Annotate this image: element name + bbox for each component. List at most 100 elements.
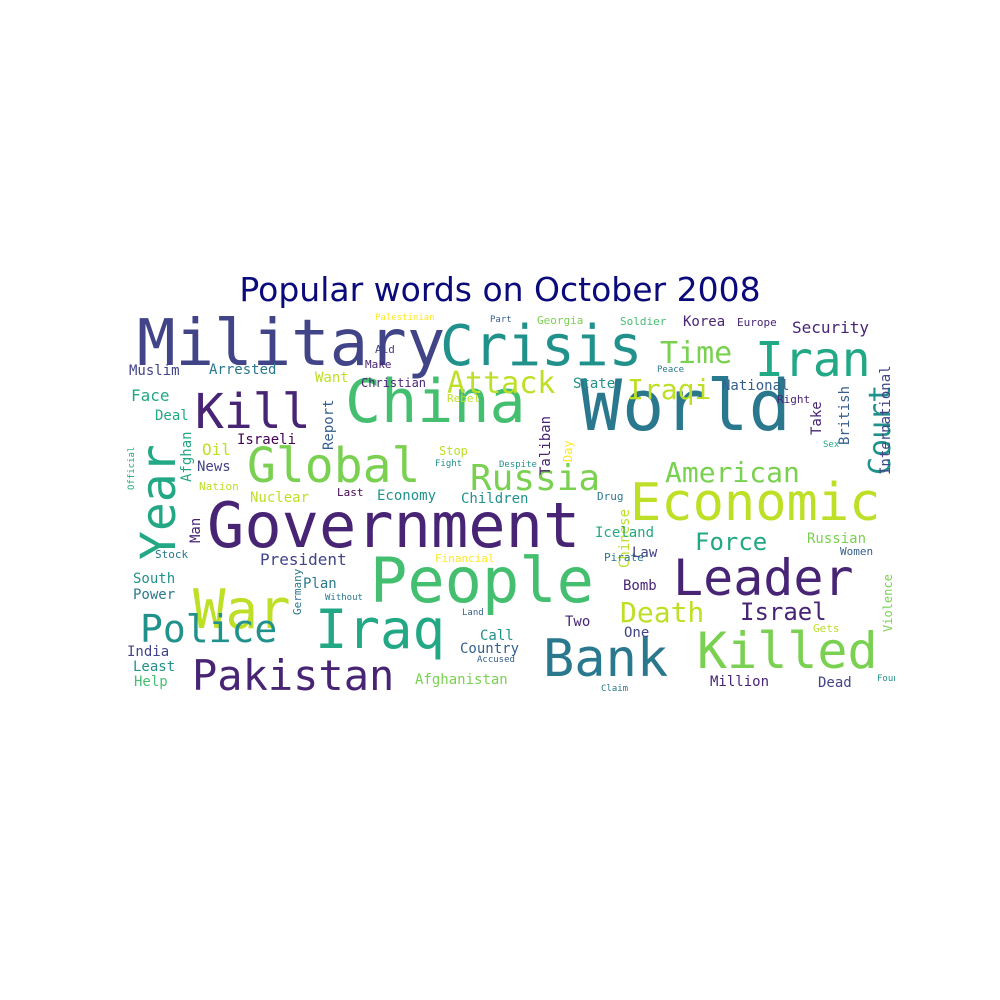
word-last: Last — [337, 486, 364, 499]
word-soldier: Soldier — [620, 315, 667, 328]
word-day: Day — [561, 440, 575, 462]
word-muslim: Muslim — [129, 363, 180, 379]
word-death: Death — [620, 596, 704, 629]
word-sex: Sex — [823, 440, 840, 450]
word-people: People — [370, 544, 594, 617]
word-russian: Russian — [807, 531, 866, 547]
word-violence: Violence — [881, 574, 895, 632]
word-israel: Israel — [740, 598, 827, 626]
word-world: World — [580, 365, 791, 447]
word-palestinian: Palestinian — [375, 313, 435, 323]
word-british: British — [837, 386, 853, 445]
word-taliban: Taliban — [538, 416, 554, 475]
word-pirate: Pirate — [604, 551, 644, 564]
word-fight: Fight — [435, 459, 462, 469]
word-drug: Drug — [597, 490, 624, 503]
word-leader: Leader — [673, 549, 854, 607]
word-children: Children — [461, 491, 528, 507]
word-crisis: Crisis — [440, 314, 642, 379]
word-attack: Attack — [447, 366, 555, 401]
word-bank: Bank — [543, 629, 668, 689]
word-cloud: Military Crisis Iran World China Government Ec… — [125, 310, 895, 695]
word-killed: Killed — [697, 622, 878, 680]
word-accused: Accused — [477, 655, 515, 665]
word-stop: Stop — [439, 444, 468, 458]
word-force: Force — [695, 528, 767, 556]
word-country: Country — [460, 641, 519, 657]
word-one: One — [624, 625, 649, 641]
figure-title: Popular words on October 2008 — [239, 270, 761, 309]
word-deal: Deal — [155, 408, 189, 424]
word-time: Time — [660, 336, 732, 371]
word-iran: Iran — [755, 332, 871, 388]
word-economic: Economic — [630, 473, 880, 533]
word-found: Found — [877, 674, 895, 684]
word-economy: Economy — [377, 488, 436, 504]
word-nation: Nation — [199, 480, 239, 493]
word-stock: Stock — [155, 548, 188, 561]
word-make: Make — [365, 358, 392, 371]
word-plan: Plan — [303, 576, 337, 592]
word-europe: Europe — [737, 316, 777, 329]
word-oil: Oil — [202, 440, 231, 459]
word-take: Take — [809, 401, 825, 435]
word-china: China — [345, 367, 526, 437]
word-president: President — [260, 550, 347, 569]
word-chinese: Chinese — [617, 509, 633, 568]
word-man: Man — [188, 518, 204, 543]
word-rebel: Rebel — [447, 392, 480, 405]
word-state: State — [573, 376, 615, 392]
word-part: Part — [490, 315, 512, 325]
word-want: Want — [315, 370, 349, 386]
word-germany: Germany — [291, 568, 304, 615]
word-arrested: Arrested — [209, 362, 276, 378]
word-security: Security — [792, 318, 869, 337]
word-least: Least — [133, 659, 175, 675]
word-military: Military — [137, 310, 445, 381]
word-without: Without — [325, 593, 363, 603]
word-right: Right — [777, 393, 810, 406]
word-court: Court — [863, 385, 895, 475]
word-international: International — [878, 365, 894, 475]
word-peace: Peace — [657, 365, 684, 375]
word-christian: Christian — [361, 376, 426, 390]
word-aid: Aid — [375, 343, 395, 356]
word-war: War — [193, 578, 291, 641]
word-iceland: Iceland — [595, 525, 654, 541]
word-national: National — [722, 378, 789, 394]
word-bomb: Bomb — [623, 578, 657, 594]
word-afghan: Afghan — [179, 431, 195, 482]
word-dead: Dead — [818, 675, 852, 691]
word-iraqi: Iraqi — [627, 373, 711, 406]
word-israeli: Israeli — [237, 432, 296, 448]
word-kill: Kill — [195, 384, 311, 440]
word-land: Land — [462, 608, 484, 618]
word-million: Million — [710, 674, 769, 690]
word-afghanistan: Afghanistan — [415, 672, 508, 688]
word-police: Police — [140, 607, 277, 651]
word-year: Year — [131, 444, 187, 560]
word-two: Two — [565, 614, 590, 630]
word-korea: Korea — [683, 314, 725, 330]
word-claim: Claim — [601, 684, 628, 694]
word-global: Global — [247, 438, 420, 494]
word-face: Face — [131, 386, 170, 405]
word-india: India — [127, 644, 169, 660]
word-help: Help — [134, 674, 168, 690]
word-russia: Russia — [470, 458, 600, 499]
word-law: Law — [632, 545, 658, 561]
word-nuclear: Nuclear — [250, 490, 309, 506]
word-south: South — [133, 571, 175, 587]
word-report: Report — [321, 399, 337, 450]
word-pakistan: Pakistan — [192, 651, 394, 695]
word-women: Women — [840, 545, 873, 558]
word-official: Official — [127, 447, 137, 490]
word-iraq: Iraq — [315, 598, 445, 661]
word-american: American — [665, 456, 800, 489]
word-georgia: Georgia — [537, 314, 583, 327]
word-power: Power — [133, 587, 175, 603]
word-gets: Gets — [813, 622, 840, 635]
word-call: Call — [480, 628, 514, 644]
